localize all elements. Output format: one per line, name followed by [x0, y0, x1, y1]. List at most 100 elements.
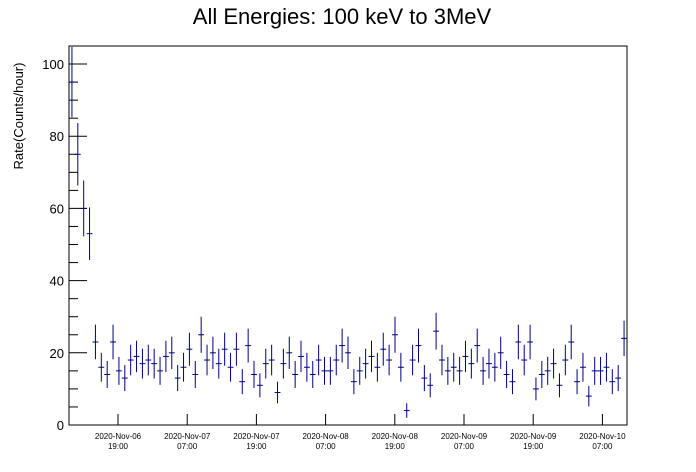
data-point — [621, 320, 627, 357]
data-point — [192, 360, 199, 388]
data-point — [615, 365, 622, 392]
data-point — [204, 344, 210, 376]
data-point — [486, 348, 492, 379]
data-point — [427, 373, 434, 398]
data-point — [145, 344, 152, 376]
data-point — [303, 352, 310, 382]
data-point — [151, 348, 158, 379]
data-point — [450, 352, 457, 382]
data-point — [233, 332, 240, 366]
x-tick-label-time: 07:00 — [316, 442, 337, 451]
data-point — [139, 348, 146, 379]
data-point — [386, 344, 393, 376]
data-point — [157, 356, 163, 385]
data-point — [527, 324, 534, 360]
data-point — [392, 316, 398, 353]
data-point — [292, 360, 299, 388]
data-point — [409, 344, 416, 376]
x-tick-label-time: 19:00 — [523, 442, 544, 451]
data-point — [462, 340, 469, 373]
data-point — [456, 356, 463, 385]
x-tick-label-time: 19:00 — [385, 442, 406, 451]
data-point — [221, 332, 228, 366]
x-tick-label-time: 07:00 — [177, 442, 198, 451]
x-tick-label-date: 2020-Nov-07 — [164, 432, 211, 441]
data-point — [533, 377, 539, 401]
data-point — [86, 207, 93, 260]
data-point — [544, 356, 551, 385]
data-point — [180, 352, 187, 382]
data-point — [397, 352, 404, 382]
data-point — [415, 328, 422, 363]
data-point — [168, 336, 175, 369]
data-point — [245, 328, 252, 363]
chart-title: All Energies: 100 keV to 3MeV — [193, 4, 492, 29]
data-point — [121, 365, 128, 392]
y-tick-label: 40 — [50, 274, 64, 289]
x-tick-label-date: 2020-Nov-09 — [441, 432, 488, 441]
data-point — [497, 336, 504, 369]
data-point — [127, 344, 134, 376]
data-point — [315, 344, 322, 376]
data-point — [403, 403, 410, 418]
y-axis-label: Rate(Counts/hour) — [11, 63, 26, 170]
y-tick-label: 60 — [50, 201, 64, 216]
data-point — [597, 356, 604, 385]
data-point — [115, 356, 122, 385]
data-point — [274, 381, 281, 404]
data-point — [80, 180, 87, 237]
data-point — [480, 356, 487, 385]
data-point — [280, 348, 287, 379]
data-point — [380, 332, 387, 366]
data-point — [521, 344, 528, 376]
plot-frame — [68, 45, 628, 426]
data-point — [345, 336, 351, 369]
data-point — [227, 352, 234, 382]
data-point — [92, 324, 99, 360]
data-point — [509, 369, 516, 395]
data-point — [591, 356, 598, 385]
data-series — [69, 46, 627, 418]
x-tick-label-time: 07:00 — [592, 442, 613, 451]
data-point — [133, 340, 140, 373]
x-tick-label-date: 2020-Nov-08 — [302, 432, 349, 441]
data-point — [321, 356, 328, 385]
data-point — [339, 328, 346, 363]
data-point — [444, 356, 451, 385]
data-point — [421, 365, 428, 392]
data-point — [574, 369, 581, 395]
y-tick-label: 80 — [50, 129, 64, 144]
data-point — [104, 360, 111, 388]
x-tick-label-time: 19:00 — [246, 442, 267, 451]
data-point — [568, 324, 575, 360]
data-point — [350, 369, 357, 395]
data-point — [439, 344, 445, 376]
data-point — [110, 324, 116, 360]
y-axis: 0 20 40 60 80 100 — [42, 57, 87, 433]
x-tick-label-date: 2020-Nov-06 — [95, 432, 142, 441]
data-point — [603, 352, 610, 382]
x-tick-label-date: 2020-Nov-09 — [510, 432, 557, 441]
data-point — [585, 385, 592, 407]
y-tick-label: 0 — [57, 418, 64, 433]
data-point — [550, 348, 557, 379]
data-point — [215, 348, 222, 379]
x-tick-label-time: 19:00 — [108, 442, 129, 451]
data-point — [256, 373, 263, 398]
data-point — [327, 356, 334, 385]
data-point — [374, 352, 381, 382]
data-point — [503, 360, 510, 388]
data-point — [491, 352, 498, 382]
y-tick-label: 100 — [42, 57, 64, 72]
data-point — [356, 356, 363, 385]
data-point — [474, 328, 481, 363]
x-axis: 2020-Nov-0619:002020-Nov-0707:002020-Nov… — [95, 414, 626, 451]
x-tick-label-date: 2020-Nov-07 — [233, 432, 280, 441]
data-point — [262, 348, 269, 379]
data-point — [333, 344, 340, 376]
data-point — [74, 123, 81, 186]
data-point — [538, 360, 545, 388]
data-point — [433, 312, 440, 350]
data-point — [309, 360, 316, 388]
